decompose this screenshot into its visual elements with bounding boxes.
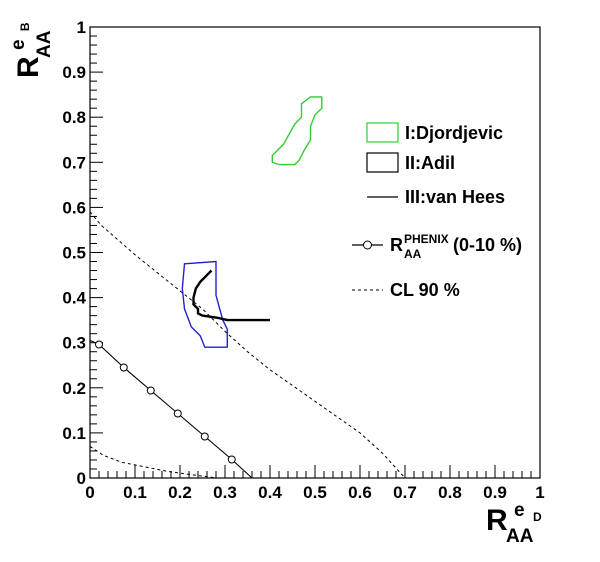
legend-label-djordjevic: I:Djordjevic bbox=[405, 123, 503, 143]
series-phenix-marker bbox=[227, 455, 236, 464]
x-tick-label: 0.2 bbox=[168, 483, 192, 502]
x-tick-label: 1 bbox=[535, 483, 544, 502]
y-tick-label: 0.7 bbox=[62, 153, 86, 172]
series-phenix-marker bbox=[173, 409, 182, 418]
y-tick-label: 1 bbox=[77, 18, 86, 37]
x-tick-label: 0.9 bbox=[483, 483, 507, 502]
y-tick-label: 0.6 bbox=[62, 198, 86, 217]
x-axis-title-sup-sub: D bbox=[533, 510, 542, 524]
x-axis-title-subscript: AA bbox=[506, 526, 534, 547]
x-tick-label: 0 bbox=[85, 483, 94, 502]
legend-label-phenix-main: R bbox=[390, 235, 403, 255]
x-tick-label: 0.8 bbox=[438, 483, 462, 502]
x-tick-label: 0.7 bbox=[393, 483, 417, 502]
series-phenix bbox=[89, 339, 253, 479]
series-layer bbox=[89, 96, 406, 479]
y-axis-title-sup-sub: B bbox=[18, 22, 32, 31]
x-axis-title: R e D bbox=[486, 490, 542, 537]
x-tick-label: 0.4 bbox=[258, 483, 282, 502]
y-tick-label: 0.9 bbox=[62, 63, 86, 82]
series-cl90_lower bbox=[89, 445, 217, 479]
legend-label-phenix-sub: AA bbox=[404, 247, 422, 261]
y-axis-ticks: 0 0.1 0.2 0.3 0.4 0.5 0.6 0.7 0.8 0.9 1 bbox=[62, 18, 103, 488]
y-tick-label: 0.5 bbox=[62, 244, 86, 263]
legend-swatch-adil bbox=[366, 152, 399, 173]
svg-text:R e B: R e B bbox=[0, 22, 45, 78]
y-tick-label: 0.8 bbox=[62, 108, 86, 127]
legend-label-van-hees: III:van Hees bbox=[405, 187, 505, 207]
x-tick-label: 0.5 bbox=[303, 483, 327, 502]
y-axis-title-sup: e bbox=[8, 39, 29, 50]
legend-label-phenix-suffix: (0-10 %) bbox=[453, 235, 522, 255]
series-phenix-marker bbox=[200, 432, 209, 441]
y-tick-label: 0.2 bbox=[62, 379, 86, 398]
y-tick-label: 0.3 bbox=[62, 334, 86, 353]
series-phenix-marker bbox=[146, 386, 155, 395]
x-axis-title-main: R bbox=[486, 504, 508, 537]
legend-label-adil: II:Adil bbox=[405, 153, 455, 173]
y-axis-title: R e B AA bbox=[0, 22, 55, 78]
series-van_hees bbox=[192, 269, 270, 322]
series-djordjevic bbox=[271, 96, 323, 166]
series-phenix-marker bbox=[95, 340, 103, 349]
legend-label-cl90: CL 90 % bbox=[390, 280, 460, 300]
legend: I:Djordjevic II:Adil III:van Hees R PHEN… bbox=[352, 122, 522, 300]
series-phenix-marker bbox=[119, 363, 128, 372]
x-tick-label: 0.3 bbox=[213, 483, 237, 502]
x-axis-ticks: 0 0.1 0.2 0.3 0.4 0.5 0.6 0.7 0.8 0.9 1 bbox=[85, 465, 545, 502]
y-tick-label: 0.1 bbox=[62, 424, 86, 443]
series-cl90_upper bbox=[89, 211, 406, 479]
y-axis-title-main: R bbox=[12, 56, 45, 78]
x-tick-label: 0.6 bbox=[348, 483, 372, 502]
legend-swatch-djordjevic bbox=[366, 122, 399, 143]
y-axis-title-subscript: AA bbox=[34, 30, 55, 58]
legend-label-phenix: R bbox=[390, 235, 403, 255]
x-tick-label: 0.1 bbox=[123, 483, 147, 502]
y-tick-label: 0.4 bbox=[62, 289, 86, 308]
series-adil bbox=[181, 260, 229, 348]
y-tick-label: 0 bbox=[77, 469, 86, 488]
legend-label-phenix-sup: PHENIX bbox=[404, 232, 449, 246]
legend-marker-phenix bbox=[363, 240, 372, 250]
x-axis-title-sup: e bbox=[514, 500, 525, 521]
